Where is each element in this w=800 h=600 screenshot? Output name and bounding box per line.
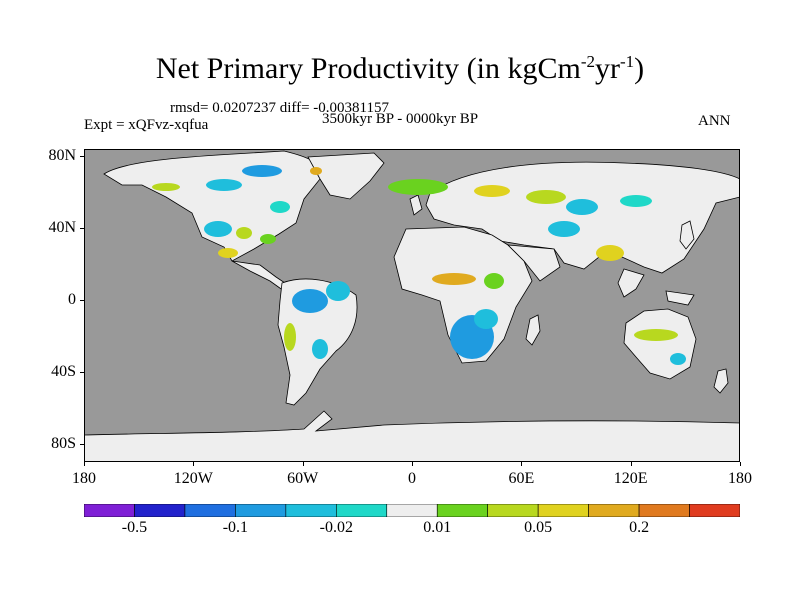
anomaly-patch [474,185,510,197]
lat-label: 40S [51,363,76,381]
japan-land [679,220,695,250]
lat-label: 40N [48,219,76,237]
arabia-land [506,244,561,282]
anomaly-patch [326,281,350,301]
uk-land [409,194,423,216]
anomaly-patch [474,309,498,329]
anomaly-patch [236,227,252,239]
season-label: ANN [698,113,731,129]
anomaly-patch [152,183,180,191]
lat-label: 0 [68,291,76,309]
chart-title: Net Primary Productivity (in kgCm-2yr-1) [155,52,645,85]
lat-tick [80,372,84,374]
colorbar-box [134,504,186,517]
colorbar-label: 0.2 [629,519,650,536]
colorbar-box [184,504,236,517]
stats-text: rmsd= 0.0207237 diff= -0.00381157 [170,100,389,116]
landmasses [84,150,740,462]
anomaly-patch [270,201,290,213]
lon-tick [302,462,304,466]
anomaly-patch [634,329,678,341]
africa-land [393,226,533,364]
madagascar-land [525,314,541,346]
lon-label: 180 [728,470,752,487]
anomaly-patch [566,199,598,215]
anomaly-patch [432,273,476,285]
lat-tick [80,156,84,158]
colorbar-label: -0.1 [222,519,249,536]
colorbar-label: 0.05 [524,519,553,536]
lat-label: 80S [51,435,76,452]
anomaly-patch [526,190,566,204]
new-zealand-land [713,368,729,394]
anomaly-patch [620,195,652,207]
lon-label: 60W [287,470,319,487]
anomaly-patch [204,221,232,237]
colorbar-box [638,504,690,517]
world-map [84,149,740,462]
anomaly-patch [284,323,296,351]
lat-tick [80,228,84,230]
lon-tick [193,462,195,466]
lon-label: 120E [613,470,648,487]
anomaly-patch [312,339,328,359]
lon-tick [521,462,523,466]
southeast-asia-islands-land [617,268,645,298]
colorbar-box [689,504,740,517]
lon-label: 60E [508,470,535,487]
productivity-anomaly-patches [152,165,686,365]
colorbar-box [84,504,135,517]
lon-tick [740,462,741,466]
experiment-label: Expt = xQFvz-xqfua [84,117,209,133]
lon-label: 0 [408,470,416,487]
lon-tick [84,462,85,466]
lat-label: 80N [48,147,76,165]
lat-tick [80,444,84,445]
lon-tick [630,462,632,466]
colorbar-label: -0.02 [319,519,353,536]
anomaly-patch [206,179,242,191]
anomaly-patch [548,221,580,237]
anomaly-patch [292,289,328,313]
colorbar-box [386,504,438,517]
period-text: 3500kyr BP - 0000kyr BP [322,111,479,127]
anomaly-patch [218,248,238,258]
colorbar-box [336,504,388,517]
antarctica-land [84,410,740,462]
greenland-land [307,152,385,200]
anomaly-patch [388,179,448,195]
lat-tick [80,300,84,302]
new-guinea-land [665,290,695,306]
lon-tick [412,462,413,466]
lon-label: 120W [173,470,213,487]
anomaly-patch [670,353,686,365]
colorbar-label: -0.5 [121,519,148,536]
colorbar-box [285,504,337,517]
colorbar-label: 0.01 [423,519,452,536]
colorbar-box [588,504,640,517]
anomaly-patch [596,245,624,261]
anomaly-patch [310,167,322,175]
anomaly-patch [260,234,276,244]
anomaly-patch [242,165,282,177]
colorbar-box [487,504,539,517]
anomaly-patch [484,273,504,289]
colorbar [84,504,740,517]
lon-label: 180 [72,470,96,487]
colorbar-box [537,504,589,517]
colorbar-box [436,504,488,517]
colorbar-box [235,504,287,517]
